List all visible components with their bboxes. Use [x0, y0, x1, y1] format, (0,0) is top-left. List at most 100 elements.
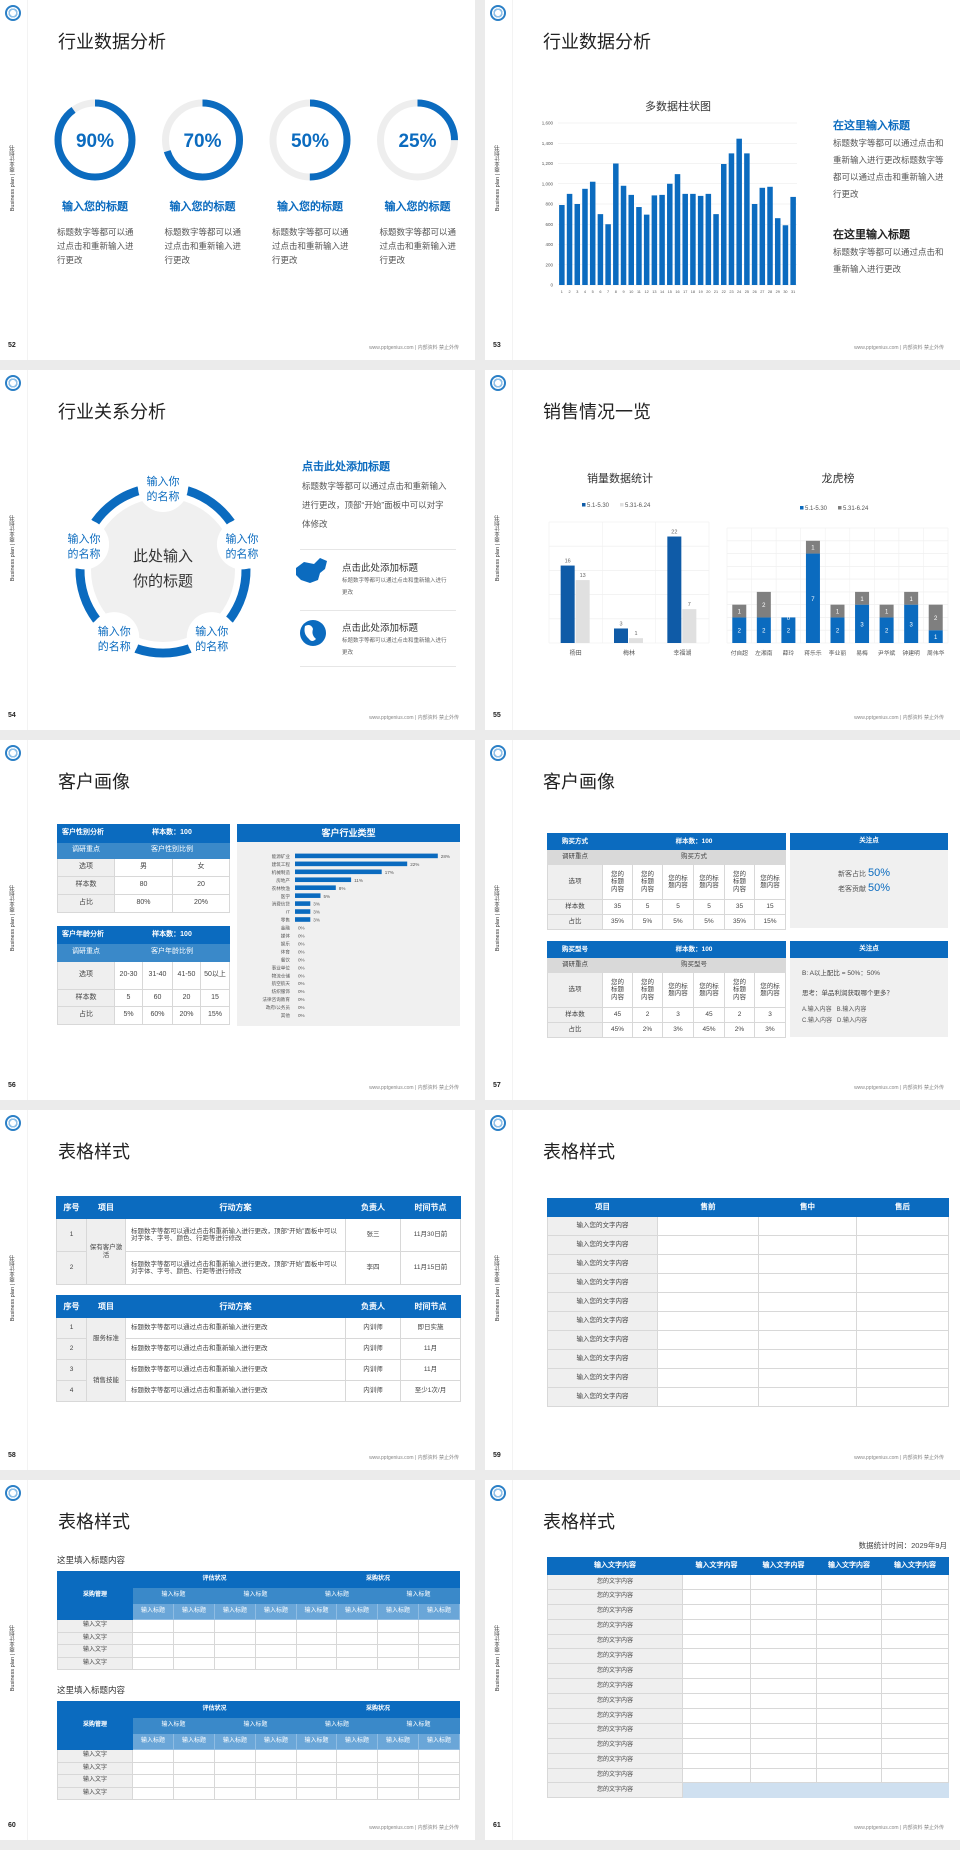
sidebar-text: Business plan | 商业计划书: [10, 1625, 16, 1692]
x-tick-label: 7: [607, 290, 609, 294]
table-cell: 服务标准: [86, 1317, 126, 1360]
table-cell: 4: [56, 1380, 87, 1402]
logo-icon: [5, 1115, 21, 1131]
bar: [560, 565, 575, 643]
logo-icon: [5, 745, 21, 761]
category-label: 机械制造: [272, 869, 291, 876]
table-cell: 11月: [400, 1338, 461, 1360]
table-cell: 3: [662, 1007, 694, 1023]
slide-61: Business plan | 商业计划书 61 www.pptgenius.com…: [485, 1480, 960, 1840]
table-header-cell: 输入文字内容: [750, 1557, 817, 1575]
legend-label: 5.1-5.30: [587, 503, 610, 509]
table-cell: [682, 1737, 751, 1754]
table-cell: 11月30日前: [400, 1218, 461, 1252]
data-label: 0%: [298, 1013, 305, 1018]
bar: [736, 138, 742, 285]
table-cell: 2: [724, 1007, 755, 1023]
table-cell: 您的文字内容: [547, 1708, 683, 1724]
logo-icon: [5, 375, 21, 391]
table-cell: 11月15日前: [400, 1251, 461, 1285]
table-cell: 您的标题内容: [632, 864, 663, 900]
category-label: 航空航天: [272, 980, 291, 987]
table-row: 输入您的文字内容: [547, 1292, 949, 1312]
node-bubble: [216, 519, 267, 570]
bar: [295, 901, 311, 906]
table-cell: 您的标题内容: [602, 864, 633, 900]
data-label: 3%: [313, 910, 320, 915]
table-cell: [132, 1774, 174, 1788]
table-row: 输入您的文字内容: [547, 1349, 949, 1369]
chart-title: 多数据柱状图: [645, 99, 711, 113]
x-tick-label: 3: [576, 290, 578, 294]
table-cell: 输入文字: [57, 1774, 133, 1788]
footer-text: www.pptgenius.com | 内部资料 禁止外传: [369, 1825, 459, 1831]
table-row: 您的文字内容: [547, 1767, 949, 1784]
legend-swatch: [582, 503, 586, 507]
legend-label: 5.31-6.24: [625, 503, 651, 509]
table-cell: [296, 1656, 338, 1670]
table-row: 输入您的文字内容: [547, 1216, 949, 1236]
donut-progress-arc: [269, 99, 351, 181]
stacked-bar-segment: [855, 604, 870, 643]
table-subheader-cell: 输入标题: [173, 1733, 215, 1750]
table-cell: 输入您的文字内容: [547, 1330, 658, 1350]
panel-header: 关注点: [790, 833, 948, 850]
table-cell: [816, 1722, 882, 1739]
donut-label: 输入您的标题: [277, 201, 343, 213]
slide-title: 销售情况一览: [543, 402, 651, 422]
bar: [674, 174, 681, 285]
section-body: 标题数字等都可以通过点击和重新输入进行更改，顶部“开始”面板中可以对字体修改: [302, 481, 447, 529]
table-cell: [254, 1774, 298, 1788]
bar: [295, 861, 408, 867]
chart-title: 销量数据统计: [587, 471, 653, 485]
table-cell: 5: [632, 899, 663, 915]
donut-value: 50%: [291, 131, 329, 152]
table-header-cell: 负责人: [345, 1196, 401, 1219]
logo-icon: [490, 1485, 506, 1501]
table-cell: [816, 1588, 882, 1605]
data-table: 客户年龄分析 样本数：100 调研重点 客户年龄比例 选项 20-30 31-40 41-50…: [57, 926, 230, 1025]
x-tick-label: 20: [706, 290, 710, 294]
table-cell: [758, 1368, 857, 1388]
x-tick-label: 22: [722, 290, 726, 294]
table-cell: 输入文字: [57, 1761, 133, 1775]
table-cell: [173, 1619, 215, 1633]
node-bubble: [59, 519, 110, 570]
table-cell: [657, 1235, 759, 1255]
table-row: 输入标题 输入标题 输入标题 输入标题: [58, 1717, 461, 1734]
table-cell: [881, 1618, 949, 1635]
table-row: 您的文字内容: [547, 1574, 949, 1590]
table-cell: 销售技能: [86, 1359, 126, 1402]
slide-title: 表格样式: [58, 1512, 130, 1532]
table-cell: 45%: [602, 1022, 633, 1038]
table-header-cell: 购买方式: [547, 833, 603, 850]
bar: [651, 195, 658, 285]
donut-description: 标题数字等都可以通过点击和重新输入进行更改: [57, 227, 134, 265]
table-cell: 占比: [547, 1022, 603, 1038]
bar: [751, 204, 758, 285]
legend-label: 5.1-5.30: [805, 506, 828, 512]
table-cell: [296, 1631, 338, 1645]
data-table: 购买型号 样本数：100 调研重点 购买型号 选项 您的标题内容 您的标题内容 您的标题内容您…: [547, 941, 787, 1038]
table-cell: 选项: [547, 864, 603, 900]
table-header-cell: 输入文字内容: [547, 1557, 683, 1575]
data-label: 13: [580, 573, 586, 579]
table-cell: 15%: [200, 1006, 230, 1025]
bar: [690, 193, 696, 285]
category-label: 李业丽: [829, 649, 847, 657]
page-number: 52: [8, 342, 16, 349]
table-cell: 您的文字内容: [547, 1618, 683, 1635]
table-header-cell: 售后: [856, 1198, 949, 1217]
stacked-bar-segment: [830, 617, 845, 643]
table-cell: [418, 1656, 461, 1670]
table-cell: 占比: [57, 894, 115, 913]
data-label: 7: [688, 602, 691, 608]
table-cell: [856, 1368, 949, 1388]
table-subheader-cell: 输入标题: [214, 1603, 256, 1620]
table-cell: [682, 1574, 751, 1590]
table-cell: [377, 1749, 420, 1763]
table-row: 调研重点 购买型号: [547, 957, 787, 973]
bar: [295, 909, 311, 914]
table-cell: [816, 1633, 882, 1650]
x-tick-label: 12: [645, 290, 649, 294]
